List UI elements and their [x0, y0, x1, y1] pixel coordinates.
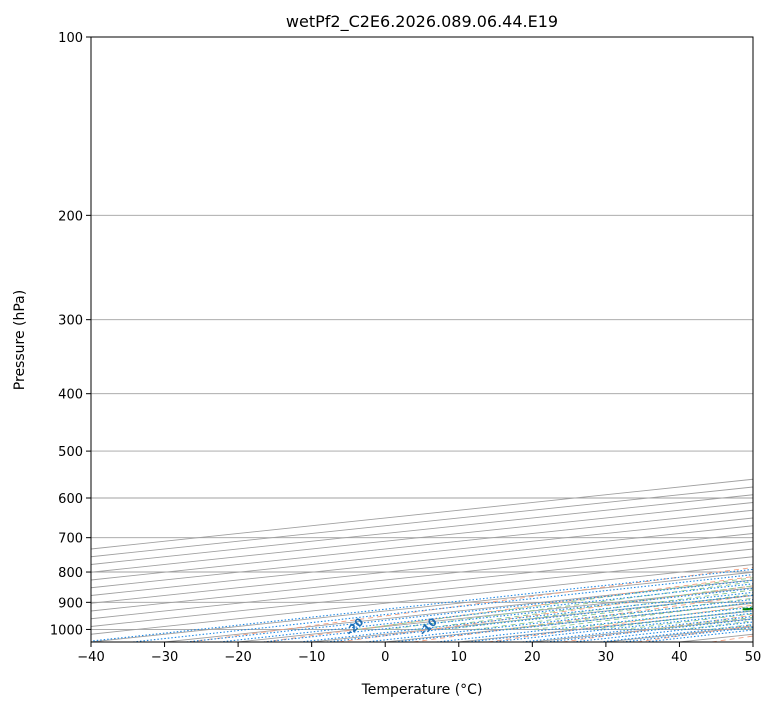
moist-adiabat-line	[652, 105, 775, 630]
dry-adiabat-line	[563, 37, 775, 642]
moist-adiabat-line	[622, 105, 775, 630]
y-tick-label: 500	[58, 445, 83, 460]
x-tick-label: −10	[298, 650, 325, 665]
isotherm-line	[165, 37, 775, 642]
series-lines	[743, 37, 775, 609]
y-tick-label: 700	[58, 532, 83, 547]
moist-adiabat-line	[710, 105, 775, 630]
dewpoint-profile-line	[743, 37, 775, 609]
y-axis-title: Pressure (hPa)	[12, 290, 28, 390]
isotherm-line	[679, 37, 775, 642]
isotherm-line	[0, 37, 775, 642]
x-tick-label: 10	[451, 650, 468, 665]
isotherm-line	[753, 37, 775, 642]
moist-adiabat-line	[446, 105, 775, 630]
isotherm-line	[91, 37, 775, 642]
x-tick-label: 30	[598, 650, 615, 665]
x-axis-title: Temperature (°C)	[361, 682, 483, 698]
plot-frame	[91, 37, 753, 642]
y-tick-label: 800	[58, 566, 83, 581]
isotherm-line	[606, 37, 775, 642]
x-tick-label: 40	[671, 650, 688, 665]
dry-adiabat-line	[264, 37, 775, 642]
x-tick-label: 20	[524, 650, 541, 665]
moist-adiabat-line	[357, 105, 775, 630]
moist-adiabat-line	[563, 105, 775, 630]
y-tick-label: 400	[58, 388, 83, 403]
x-tick-label: 50	[745, 650, 762, 665]
isotherm-line	[385, 37, 775, 642]
y-tick-label: 300	[58, 314, 83, 329]
x-tick-label: −30	[151, 650, 178, 665]
dry-adiabat-line	[413, 37, 775, 642]
y-tick-label: 100	[58, 31, 83, 46]
isotherm-line	[532, 37, 775, 642]
y-tick-label: 900	[58, 596, 83, 611]
y-tick-label: 200	[58, 209, 83, 224]
x-tick-label: −40	[77, 650, 104, 665]
mixing-ratio-line	[133, 451, 775, 642]
moist-adiabat-line	[681, 105, 775, 630]
y-tick-label: 1000	[50, 623, 83, 638]
dry-adiabat-line	[190, 37, 775, 642]
moist-adiabat-line	[416, 105, 775, 630]
x-tick-label: 0	[381, 650, 389, 665]
mixing-ratio-line	[366, 451, 775, 642]
dry-adiabat-line	[339, 37, 775, 642]
dry-adiabat-line	[712, 37, 775, 642]
isotherm-line	[312, 37, 775, 642]
isotherm-line	[238, 37, 775, 642]
chart-title: wetPf2_C2E6.2026.089.06.44.E19	[286, 12, 558, 32]
moist-adiabat-line	[740, 105, 775, 630]
moist-adiabat-line	[769, 105, 775, 630]
background-grid	[0, 37, 775, 642]
moist-adiabat-line	[593, 105, 775, 630]
mixing-ratio-line	[523, 451, 775, 642]
mixing-ratio-line	[645, 451, 775, 642]
mixing-ratio-line	[437, 451, 775, 642]
x-tick-label: −20	[224, 650, 251, 665]
y-tick-label: 600	[58, 492, 83, 507]
